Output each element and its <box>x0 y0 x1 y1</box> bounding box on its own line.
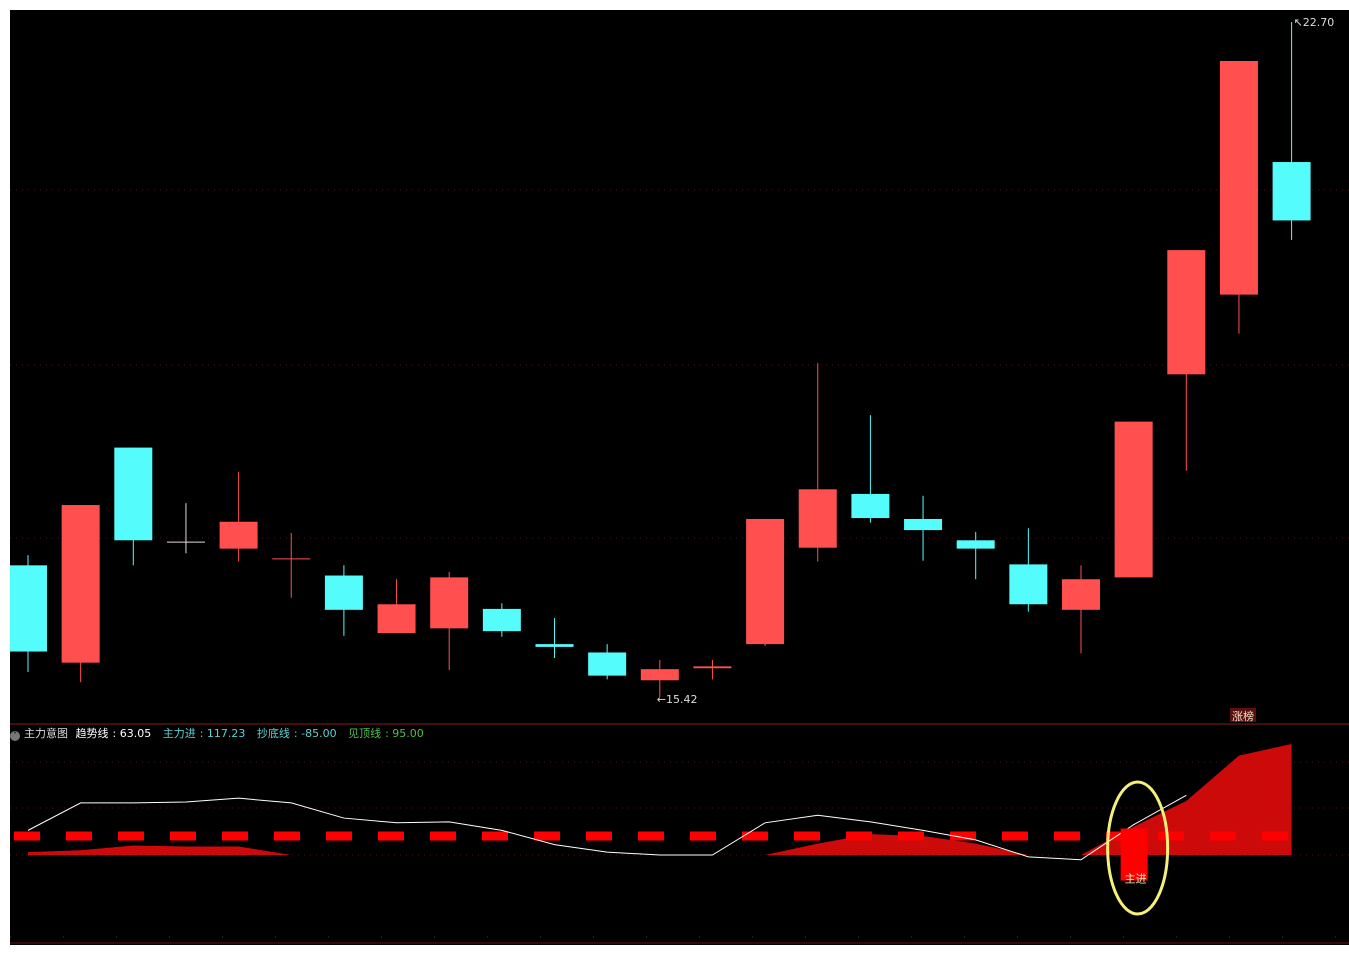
main-force-area <box>28 743 1292 855</box>
candle-body <box>219 521 258 549</box>
candle-body <box>588 652 627 676</box>
candle-body <box>10 565 47 652</box>
chart-window: ↖22.70 ←15.42 涨榜主进 ˅ 主力意图 趋势线: 63.05 主力进: 1… <box>10 10 1349 945</box>
candle-body <box>482 608 521 632</box>
legend-bottom-line: 抄底线: -85.00 <box>256 727 337 740</box>
highlight-ellipse <box>1106 780 1170 916</box>
high-price-label: ↖22.70 <box>1294 16 1335 29</box>
candle-body <box>1009 564 1048 605</box>
candle-body <box>535 644 574 647</box>
candle-body <box>1219 60 1258 295</box>
tag-background <box>1230 708 1256 722</box>
legend-main-force: 主力进: 117.23 <box>162 727 246 740</box>
candle-body <box>377 604 416 633</box>
candle-body <box>1114 421 1153 578</box>
candle-body <box>324 575 363 610</box>
legend-top-line: 见顶线: 95.00 <box>348 727 424 740</box>
indicator-legend: ˅ 主力意图 趋势线: 63.05 主力进: 117.23 抄底线: -85.00… <box>10 726 432 742</box>
candle-body <box>746 518 785 645</box>
candle-body <box>114 447 153 541</box>
candle-body <box>640 669 679 681</box>
low-price-label: ←15.42 <box>657 693 698 706</box>
indicator-title: 主力意图 <box>24 727 68 740</box>
candle-body <box>904 518 943 531</box>
candle-body <box>1272 162 1311 221</box>
candle-body <box>430 577 469 629</box>
candle-body <box>851 493 890 519</box>
candle-body <box>1167 250 1206 375</box>
tag-label: 涨榜 <box>1232 709 1254 723</box>
candle-body <box>956 540 995 549</box>
trend-line <box>27 794 1187 861</box>
candle-body <box>61 505 100 663</box>
signal-bar <box>1120 828 1148 881</box>
candle-body <box>798 489 837 548</box>
signal-label: 主进 <box>1125 873 1147 886</box>
candle-body <box>1062 579 1100 610</box>
collapse-chevron-icon[interactable]: ˅ <box>10 731 20 741</box>
legend-trend: 趋势线: 63.05 <box>75 727 152 740</box>
